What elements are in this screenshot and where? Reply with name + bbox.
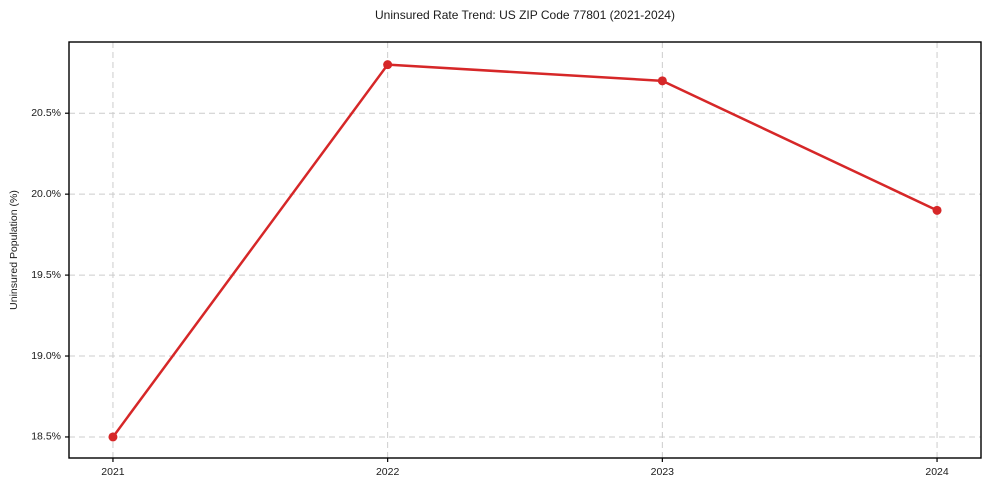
data-point <box>657 76 667 86</box>
y-tick-label: 18.5% <box>31 431 61 443</box>
x-tick-label: 2024 <box>925 466 949 478</box>
y-tick-label: 20.5% <box>31 107 61 119</box>
x-tick-label: 2021 <box>101 466 125 478</box>
data-point <box>383 60 393 70</box>
x-tick-label: 2022 <box>376 466 400 478</box>
data-point <box>108 432 118 442</box>
y-tick-label: 19.0% <box>31 350 61 362</box>
y-tick-label: 20.0% <box>31 188 61 200</box>
y-tick-label: 19.5% <box>31 269 61 281</box>
data-point <box>932 205 942 215</box>
x-tick-label: 2023 <box>651 466 675 478</box>
plot-border <box>68 41 982 459</box>
data-line <box>111 63 939 439</box>
chart-title: Uninsured Rate Trend: US ZIP Code 77801 … <box>375 8 675 22</box>
